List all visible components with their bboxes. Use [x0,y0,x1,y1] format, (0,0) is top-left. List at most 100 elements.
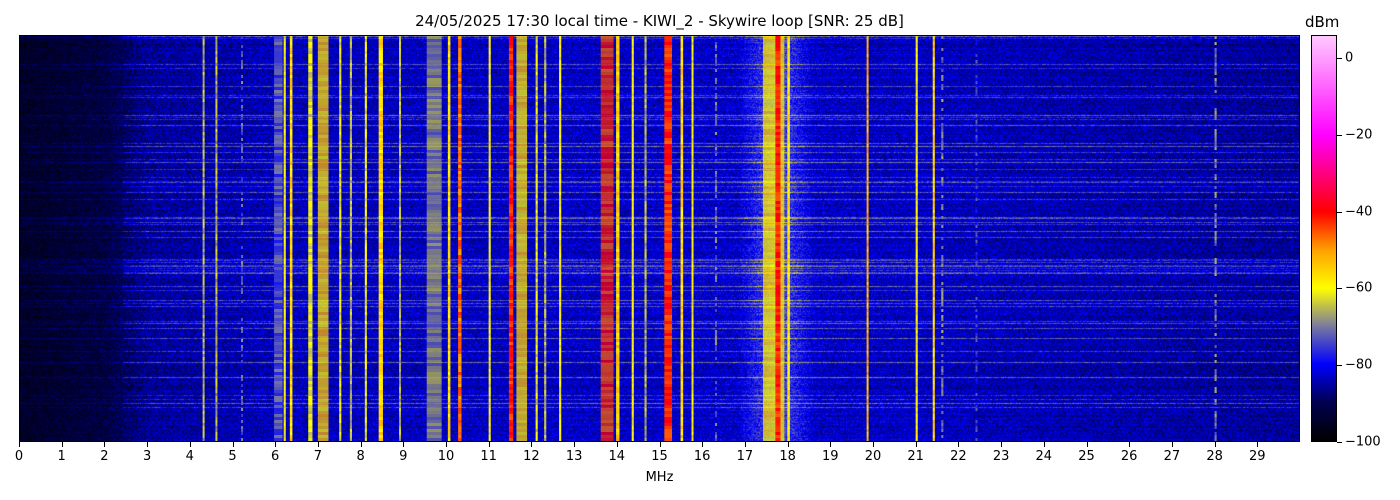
signal-band-23 [616,36,620,441]
signal-band-37 [975,39,978,441]
x-tick-label: 10 [437,449,455,464]
colorbar-tick-mark [1337,288,1342,290]
signal-band-7 [317,36,329,441]
x-tick-label: 9 [399,449,408,464]
x-tick-mark [1001,442,1003,447]
colorbar-tick-mark [1337,442,1342,443]
signal-band-17 [508,36,514,441]
x-tick-mark [873,442,874,447]
signal-band-10 [364,36,367,441]
x-tick-mark [915,442,917,447]
x-tick-mark [616,442,618,447]
colorbar-tick-mark [1337,58,1342,60]
x-tick-label: 7 [313,449,323,464]
colorbar-tick-mark [1337,211,1342,213]
colorbar-tick-mark [1337,365,1342,367]
noise-floor-heatmap [20,36,1299,441]
x-tick-label: 23 [992,449,1010,464]
colorbar-tick-label: −60 [1345,280,1373,296]
signal-band-14 [447,36,451,441]
x-tick-label: 27 [1163,449,1181,464]
x-tick-label: 20 [864,449,882,464]
signal-band-12 [399,36,402,441]
signal-band-24 [631,36,634,441]
x-tick-label: 0 [14,449,24,464]
signal-band-28 [691,36,694,441]
signal-band-9 [349,36,352,441]
x-tick-mark [787,442,789,447]
signal-band-27 [680,36,684,441]
waterfall-plot-area [19,35,1300,442]
x-tick-mark [232,442,234,447]
x-tick-label: 8 [356,449,365,464]
x-tick-label: 16 [693,449,711,464]
x-tick-mark [488,442,490,447]
x-tick-label: 22 [950,449,967,464]
colorbar [1311,35,1337,442]
signal-band-38 [1214,36,1217,441]
signal-band-13 [426,36,442,441]
signal-band-8 [339,36,342,441]
x-tick-mark [360,442,362,447]
x-tick-label: 15 [651,449,668,464]
signal-band-20 [544,36,547,441]
colorbar-tick-mark [1337,134,1342,136]
x-tick-label: 28 [1206,449,1223,464]
x-tick-label: 6 [271,449,280,464]
signal-band-4 [283,36,286,441]
signal-band-32 [787,36,790,441]
x-tick-mark [958,442,960,447]
x-tick-mark [19,442,20,447]
signal-band-25 [644,36,647,441]
x-tick-mark [1129,442,1131,447]
colorbar-tick-label: 0 [1345,50,1354,66]
signal-band-11 [378,36,383,441]
x-tick-label: 3 [142,449,152,464]
signal-band-35 [932,36,935,441]
signal-band-18 [516,36,528,441]
x-tick-label: 2 [100,449,109,464]
x-tick-mark [317,442,319,447]
colorbar-label: dBm [1305,13,1340,31]
signal-band-15 [458,36,462,441]
x-tick-mark [702,442,704,447]
signal-band-36 [941,36,944,438]
signal-band-19 [535,36,538,441]
signal-band-29 [714,42,718,441]
x-tick-mark [104,442,106,447]
x-tick-mark [1257,442,1259,447]
x-tick-label: 11 [480,449,497,464]
colorbar-tick-label: −80 [1345,357,1373,373]
colorbar-tick-label: −40 [1345,204,1373,220]
x-tick-mark [574,442,576,447]
x-tick-label: 21 [907,449,924,464]
colorbar-tick-label: −100 [1345,434,1381,450]
signal-layer [202,36,1217,441]
signal-band-5 [289,36,293,441]
signal-band-34 [915,36,918,441]
x-tick-mark [744,442,746,447]
x-tick-label: 29 [1249,449,1266,464]
signal-band-31 [775,36,781,441]
signal-band-16 [488,36,491,441]
x-tick-mark [659,442,661,447]
x-tick-mark [189,442,191,447]
signal-band-3 [274,36,283,441]
x-tick-label: 19 [822,449,839,464]
x-axis-label: MHz [645,470,674,485]
x-tick-label: 12 [523,449,540,464]
x-tick-label: 26 [1120,449,1138,464]
x-tick-label: 4 [185,449,194,464]
x-tick-label: 18 [779,449,796,464]
x-tick-mark [1043,442,1045,447]
signal-band-21 [559,36,562,441]
signal-band-1 [215,36,218,441]
signal-band-33 [866,36,869,441]
x-tick-label: 25 [1078,449,1095,464]
x-tick-mark [275,442,277,447]
x-tick-mark [1086,442,1088,447]
x-tick-mark [1171,442,1173,447]
x-tick-mark [531,442,533,447]
x-tick-label: 24 [1035,449,1053,464]
